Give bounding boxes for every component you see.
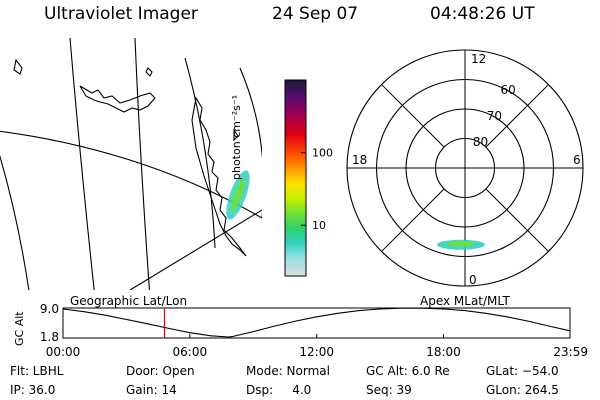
status-glat: GLat: −54.0 xyxy=(486,364,559,378)
coastline xyxy=(233,128,239,142)
coastline xyxy=(79,85,156,113)
status-dsp: Dsp: 4.0 xyxy=(246,383,312,397)
apex-panel-label: Apex MLat/MLT xyxy=(420,294,510,308)
colorbar: 100 10 xyxy=(284,79,333,277)
time-label: 04:48:26 UT xyxy=(430,4,535,24)
status-mode: Mode: Normal xyxy=(246,364,330,378)
orbit-ylabel: GC Alt xyxy=(13,311,26,346)
geo-meridian xyxy=(0,154,30,290)
polar-diagonal xyxy=(485,84,549,148)
mlt-label: 12 xyxy=(471,52,486,66)
status-gc-alt: GC Alt: 6.0 Re xyxy=(366,364,450,378)
status-seq: Seq: 39 xyxy=(366,383,412,397)
geo-panel-label: Geographic Lat/Lon xyxy=(70,294,188,308)
aurora-patch-core xyxy=(447,241,475,247)
colorbar-unit-label: photon cm⁻²s⁻¹ xyxy=(230,94,243,180)
instrument-title: Ultraviolet Imager xyxy=(44,4,198,24)
mlat-label: 60 xyxy=(501,83,516,97)
mlt-label: 18 xyxy=(352,153,367,167)
colorbar-tick-label: 10 xyxy=(312,219,326,232)
orbit-ytick-label: 9.0 xyxy=(40,302,59,316)
orbit-xtick-label: 12:00 xyxy=(299,345,334,359)
status-filter: Flt: LBHL xyxy=(10,364,64,378)
orbit-xtick-label: 06:00 xyxy=(173,345,208,359)
colorbar-tick-label: 100 xyxy=(312,147,333,160)
polar-diagonal xyxy=(381,188,445,252)
coastline xyxy=(191,96,247,257)
mlt-label: 6 xyxy=(573,153,581,167)
polar-diagonal xyxy=(485,188,549,252)
orbit-ytick-label: 1.8 xyxy=(40,330,59,344)
geo-meridian xyxy=(69,38,95,290)
mlt-label: 0 xyxy=(469,273,477,287)
date-label: 24 Sep 07 xyxy=(272,4,359,24)
coastline xyxy=(145,67,153,77)
geo-map-panel xyxy=(0,38,262,290)
polar-diagonal xyxy=(381,84,445,148)
geo-meridian xyxy=(239,67,262,218)
orbit-altitude-line xyxy=(62,307,571,338)
status-ip: IP: 36.0 xyxy=(10,383,56,397)
status-door: Door: Open xyxy=(126,364,195,378)
status-glon: GLon: 264.5 xyxy=(486,383,559,397)
orbit-plot-frame xyxy=(62,307,571,339)
orbit-xtick-label: 18:00 xyxy=(426,345,461,359)
coastline xyxy=(13,58,23,75)
mlat-label: 70 xyxy=(487,109,502,123)
orbit-xtick-label: 23:59 xyxy=(553,345,588,359)
geo-meridian xyxy=(184,57,216,249)
mlat-label: 80 xyxy=(473,135,488,149)
orbit-altitude-chart: 9.0 1.8 GC Alt 00:00 06:00 12:00 18:00 23:59 xyxy=(13,302,588,359)
geo-parallel xyxy=(0,130,262,219)
status-gain: Gain: 14 xyxy=(126,383,177,397)
geo-terminator xyxy=(129,209,262,290)
geo-meridian xyxy=(134,38,150,290)
colorbar-scale xyxy=(284,79,307,277)
orbit-xtick-label: 00:00 xyxy=(46,345,81,359)
